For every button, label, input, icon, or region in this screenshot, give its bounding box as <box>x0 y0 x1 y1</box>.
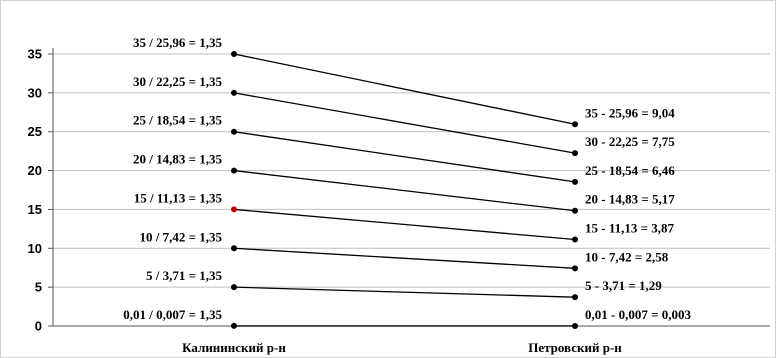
y-tick-label: 30 <box>28 85 42 100</box>
gridlines <box>53 53 770 288</box>
point-left <box>231 89 237 96</box>
series-line <box>233 92 576 154</box>
point-left <box>231 206 237 213</box>
annotation-right: 35 - 25,96 = 9,04 <box>585 105 675 120</box>
y-tick-label: 5 <box>35 280 42 295</box>
annotation-right: 15 - 11,13 = 3,87 <box>585 221 675 236</box>
series-line <box>233 53 576 125</box>
y-tick-label: 0 <box>35 319 42 334</box>
y-tick-label: 25 <box>28 124 42 139</box>
annotation-left: 35 / 25,96 = 1,35 <box>133 35 223 50</box>
annotation-right: 30 - 22,25 = 7,75 <box>585 134 675 149</box>
x-tick-label: Петровский р-н <box>528 340 622 355</box>
annotation-right: 0,01 - 0,007 = 0,003 <box>585 307 691 322</box>
series-line <box>233 247 576 269</box>
annotation-left: 15 / 11,13 = 1,35 <box>134 190 223 205</box>
annotation-left: 10 / 7,42 = 1,35 <box>139 229 222 244</box>
y-tick-label: 35 <box>28 47 42 62</box>
point-right <box>572 236 578 243</box>
series-line <box>233 131 576 183</box>
point-left <box>231 245 237 252</box>
annotations: 0,01 / 0,007 = 1,35 0,01 - 0,007 = 0,003 5… <box>123 35 691 322</box>
x-tick-labels: Калининский р-н Петровский р-н <box>182 340 622 355</box>
annotation-right: 10 - 7,42 = 2,58 <box>585 249 669 264</box>
annotation-right: 25 - 18,54 = 6,46 <box>585 163 675 178</box>
point-right <box>572 265 578 272</box>
x-tick-label: Калининский р-н <box>182 340 286 355</box>
point-left <box>231 128 237 135</box>
point-right <box>572 294 578 301</box>
series-line <box>233 286 576 298</box>
series-line <box>233 208 576 241</box>
point-right <box>572 178 578 185</box>
point-left <box>231 284 237 291</box>
annotation-left: 30 / 22,25 = 1,35 <box>133 74 223 89</box>
point-left <box>231 167 237 174</box>
y-tick-label: 20 <box>28 163 42 178</box>
annotation-left: 20 / 14,83 = 1,35 <box>133 152 223 167</box>
series-markers <box>231 51 578 329</box>
annotation-left: 25 / 18,54 = 1,35 <box>133 113 223 128</box>
y-tick-label: 10 <box>28 241 42 256</box>
annotation-right: 20 - 14,83 = 5,17 <box>585 192 675 207</box>
annotation-left: 0,01 / 0,007 = 1,35 <box>123 307 222 322</box>
annotation-right: 5 - 3,71 = 1,29 <box>585 278 662 293</box>
y-tick-labels: 0 5 10 15 20 25 30 35 <box>28 47 42 334</box>
point-right <box>572 322 578 329</box>
annotation-left: 5 / 3,71 = 1,35 <box>146 268 223 283</box>
point-left <box>231 322 237 329</box>
point-right <box>572 207 578 214</box>
series-lines <box>233 53 576 327</box>
point-right <box>572 121 578 128</box>
y-tick-label: 15 <box>28 202 42 217</box>
point-right <box>572 150 578 157</box>
point-left <box>231 51 237 57</box>
series-line <box>233 169 576 212</box>
